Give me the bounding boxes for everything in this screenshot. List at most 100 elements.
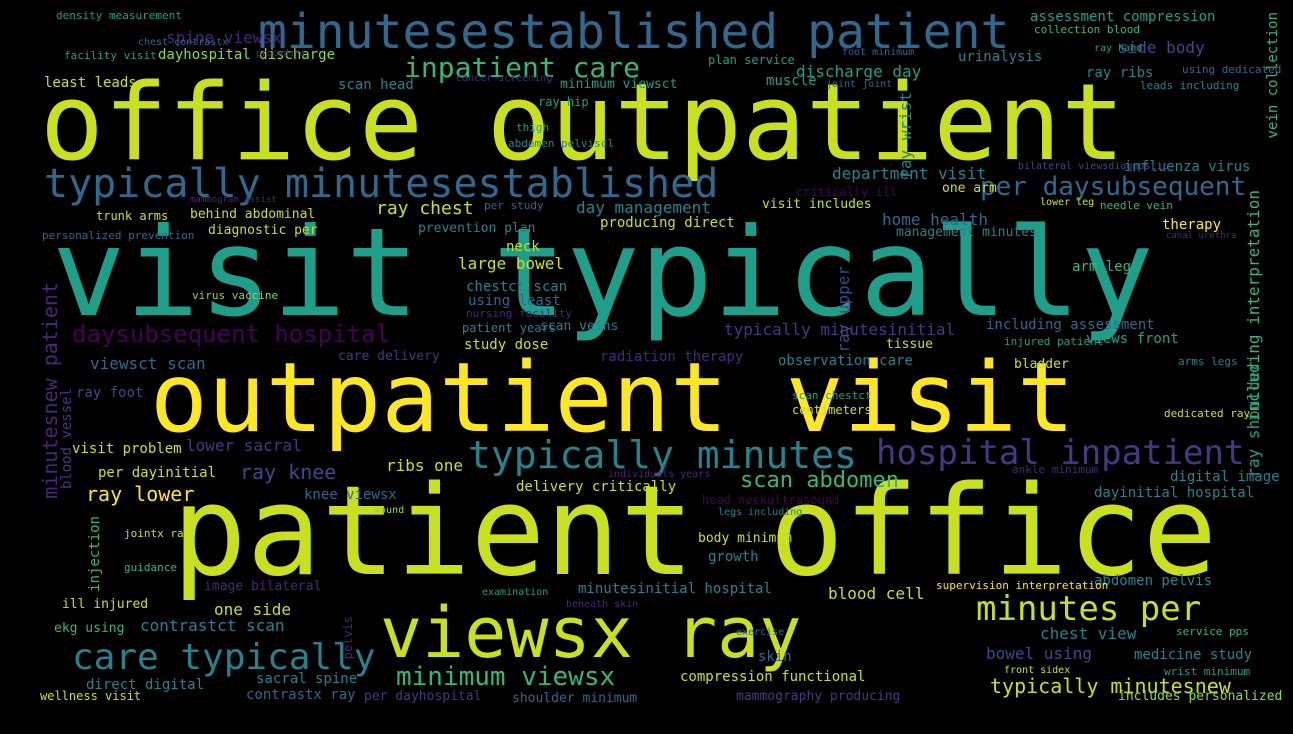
word-one-side: one side xyxy=(214,600,292,619)
word-tissue: tissue xyxy=(886,337,933,352)
word-dayinitial-hospital: dayinitial hospital xyxy=(1094,485,1255,501)
word-per-dayinitial: per dayinitial xyxy=(98,465,217,481)
word-care-delivery: care delivery xyxy=(338,349,440,364)
word-bilateral-viewsdiagnostic: bilateral viewsdiagnostic xyxy=(1018,161,1169,172)
word-injured-patient: injured patient xyxy=(1004,335,1104,348)
word-minimum-viewsct: minimum viewsct xyxy=(560,77,678,92)
word-canal-urethra: canal urethra xyxy=(1166,231,1237,241)
word-contrastx-ray: contrastx ray xyxy=(246,687,356,703)
word-wound: wound xyxy=(374,505,405,516)
word-chestct-scan: chestct scan xyxy=(466,279,568,295)
word-cancer-screening: cancer screening xyxy=(456,73,553,84)
word-care-typically: care typically xyxy=(72,637,376,678)
word-service-pps: service pps xyxy=(1176,625,1249,638)
word-front-sidex: front sidex xyxy=(1004,665,1071,676)
word-dedicated-ray: dedicated ray xyxy=(1164,407,1251,420)
word-least-leads: least leads xyxy=(44,75,137,91)
word-collection-blood: collection blood xyxy=(1034,23,1140,36)
word-daysubsequent-hospital: daysubsequent hospital xyxy=(72,320,390,348)
word-muscle: muscle xyxy=(766,73,817,89)
word-wellness-visit: wellness visit xyxy=(40,689,142,703)
word-producing-direct: producing direct xyxy=(600,215,735,231)
word-viewsx-ray: viewsx ray xyxy=(380,592,802,674)
word-influenza-virus: influenza virus xyxy=(1124,159,1251,175)
word-mammography-producing: mammography producing xyxy=(736,689,901,704)
word-diagnostic-per: diagnostic per xyxy=(208,223,318,238)
word-abdomen-pelvis: abdomen pelvis xyxy=(1094,573,1213,589)
word-jointx-ray: jointx ray xyxy=(124,527,191,540)
word-outpatient-visit: outpatient visit xyxy=(150,342,1075,454)
word-minutesnew-patient: minutesnew patient xyxy=(38,282,62,499)
word-blood-cell: blood cell xyxy=(828,584,925,603)
word-contrastct-scan: contrastct scan xyxy=(140,616,285,635)
word-per-study: per study xyxy=(484,199,544,212)
word-study-dose: study dose xyxy=(464,337,549,353)
word-thigh: thigh xyxy=(516,121,550,134)
word-bowel-using: bowel using xyxy=(986,644,1092,663)
word-neck: neck xyxy=(506,239,540,255)
word-pelvis: pelvis xyxy=(341,616,355,660)
word-joint-joint: joint joint xyxy=(826,79,893,90)
word-patient-years: patient years xyxy=(462,321,556,335)
word-guidance: guidance xyxy=(124,561,177,574)
word-large-bowel: large bowel xyxy=(458,254,564,273)
word-therapy: therapy xyxy=(1162,217,1222,233)
word-assessment-compression: assessment compression xyxy=(1030,9,1216,25)
word-ray-ribs: ray ribs xyxy=(1086,65,1154,81)
word-supervision-interpretation: supervision interpretation xyxy=(936,579,1109,592)
word-side-body: side body xyxy=(1118,38,1205,57)
word-foot-minimum: foot minimum xyxy=(842,47,915,58)
word-examination: examination xyxy=(482,587,549,598)
word-mammogram-assist: mammogram assist xyxy=(190,195,277,205)
word-chest-contrastx: chest contrastx xyxy=(138,37,229,48)
word-bladder: bladder xyxy=(1014,357,1069,372)
word-minimum-viewsx: minimum viewsx xyxy=(396,662,616,692)
word-trunk-arms: trunk arms xyxy=(96,209,169,223)
word-beneath-skin: beneath skin xyxy=(566,599,639,610)
word-plan-service: plan service xyxy=(708,53,795,67)
word-home-health: home health xyxy=(882,210,988,229)
word-knee-viewsx: knee viewsx xyxy=(304,487,397,503)
word-arms-legs: arms legs xyxy=(1178,355,1238,368)
word-views-front: views front xyxy=(1086,331,1179,347)
word-scan-chestct: scan chestct xyxy=(792,389,872,402)
word-needle-vein: needle vein xyxy=(1100,199,1173,212)
word-arm-leg: arm leg xyxy=(1072,259,1132,275)
word-individuals-years: individuals years xyxy=(608,469,711,480)
word-one-arm: one arm xyxy=(942,181,997,196)
word-sacral-spine: sacral spine xyxy=(256,671,358,687)
word-facility-visit: facility visit xyxy=(64,49,157,62)
word-head-neckultrasound: head neckultrasound xyxy=(702,493,840,507)
word-personalized-prevention: personalized prevention xyxy=(42,229,195,242)
word-delivery-critically: delivery critically xyxy=(516,479,677,495)
word-scan-veins: scan veins xyxy=(540,319,619,334)
word-ray-hand: ray hand xyxy=(1094,43,1143,54)
word-ray-foot: ray foot xyxy=(76,385,144,401)
word-direct-digital: direct digital xyxy=(86,677,205,693)
word-blood-vessel: blood vessel xyxy=(59,388,75,490)
word-minutesinitial-hospital: minutesinitial hospital xyxy=(578,581,772,597)
word-inpatient-care: inpatient care xyxy=(404,51,641,84)
word-lower-sacral: lower sacral xyxy=(186,436,302,455)
word-shoulder-minimum: shoulder minimum xyxy=(512,691,638,706)
word-visit-problem: visit problem xyxy=(72,441,182,457)
word-observation-care: observation care xyxy=(778,353,913,369)
word-behind-abdominal: behind abdominal xyxy=(190,207,316,222)
word-management-minutes: management minutes xyxy=(896,225,1037,240)
word-prevention-plan: prevention plan xyxy=(418,221,536,236)
word-urinalysis: urinalysis xyxy=(958,49,1043,65)
word-chest-view: chest view xyxy=(1040,624,1137,643)
word-ankle-minimum: ankle minimum xyxy=(1012,463,1099,476)
word-using-dedicated: using dedicated xyxy=(1182,63,1282,76)
word-exercise: exercise xyxy=(736,627,785,638)
word-abdomen-pelviscl: abdomen pelviscl xyxy=(508,137,614,150)
word-minutesestablished-patient: minutesestablished patient xyxy=(258,4,1010,60)
word-compression-functional: compression functional xyxy=(680,669,866,685)
word-centimeters: centimeters xyxy=(792,403,872,417)
word-lower-leg: lower leg xyxy=(1040,197,1095,208)
word-typically-minutesinitial: typically minutesinitial xyxy=(724,320,956,339)
word-spine-viewsx: spine viewsx xyxy=(166,28,282,47)
word-ekg-using: ekg using xyxy=(54,621,125,636)
word-minutes-per: minutes per xyxy=(976,589,1202,629)
word-wrist-minimum: wrist minimum xyxy=(1164,665,1251,678)
